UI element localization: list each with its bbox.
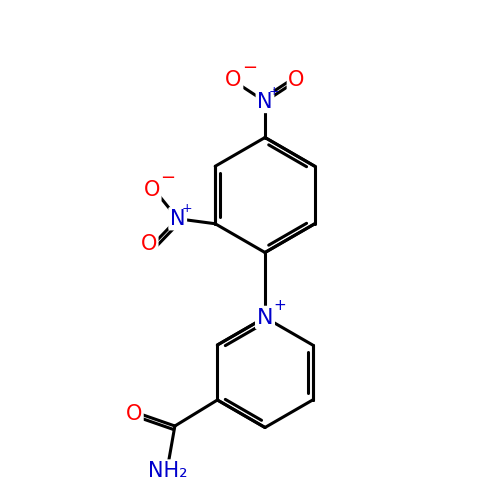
- Text: N: N: [170, 209, 186, 229]
- Text: N: N: [257, 308, 273, 328]
- Text: O: O: [140, 234, 157, 254]
- Text: N: N: [257, 92, 273, 112]
- Text: NH₂: NH₂: [148, 461, 187, 481]
- Text: +: +: [182, 202, 192, 215]
- Text: O: O: [226, 70, 242, 90]
- Text: O: O: [144, 180, 160, 201]
- Text: O: O: [288, 70, 304, 90]
- Text: −: −: [160, 169, 176, 187]
- Text: +: +: [268, 85, 280, 98]
- Text: −: −: [242, 58, 257, 76]
- Text: O: O: [126, 404, 142, 423]
- Text: +: +: [274, 298, 286, 312]
